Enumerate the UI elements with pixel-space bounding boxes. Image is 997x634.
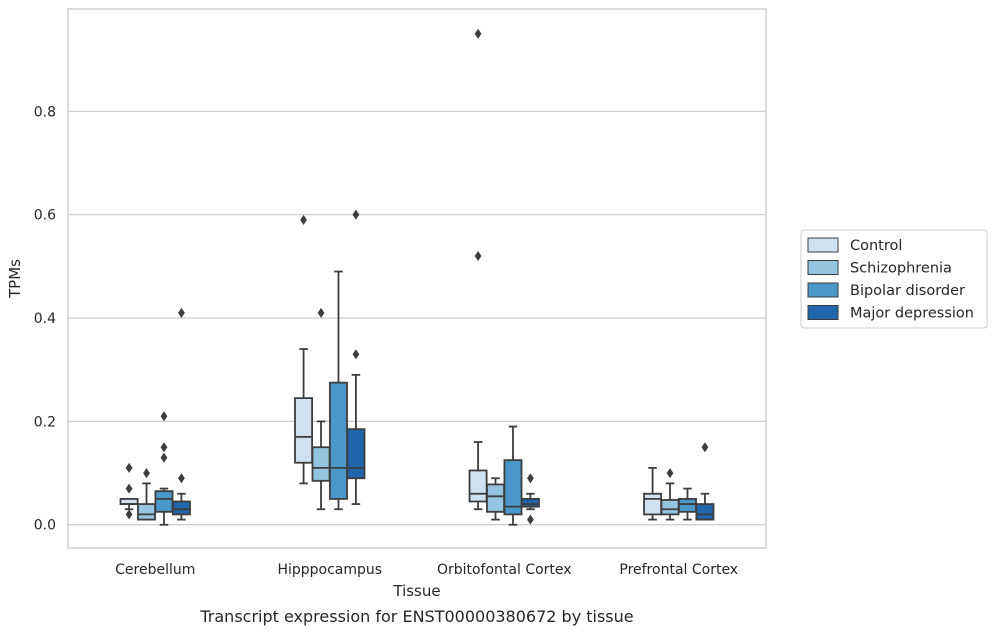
outlier-point [160, 442, 168, 453]
gridlines [68, 110, 766, 526]
legend-label: Control [850, 238, 902, 254]
box-major-depression [346, 209, 366, 505]
box-iqr [137, 503, 156, 521]
y-tick-label: 0.2 [34, 414, 56, 430]
box-iqr [503, 459, 523, 516]
legend: Control Schizophrenia Bipolar disorder Majo… [800, 229, 988, 329]
outlier-point [527, 514, 534, 525]
outlier-point [527, 473, 534, 484]
box-bipolar-disorder [503, 425, 523, 526]
x-tick-label: Hipppocampus [277, 562, 382, 578]
outlier-point [352, 209, 360, 220]
box-iqr [154, 490, 174, 513]
outlier-point [178, 473, 185, 484]
outlier-point [474, 28, 482, 39]
box-iqr [346, 428, 366, 480]
outlier-point [352, 349, 360, 360]
box-schizophrenia [311, 307, 331, 511]
y-tick-label: 0.0 [34, 518, 56, 534]
outlier-point [160, 452, 168, 463]
outlier-point [160, 411, 168, 422]
box-schizophrenia [486, 477, 505, 521]
outlier-point [666, 468, 674, 479]
box-iqr [695, 503, 715, 521]
box-control [119, 462, 139, 520]
box-control [468, 28, 488, 511]
outlier-point [125, 483, 133, 494]
legend-swatch [807, 237, 839, 253]
box-iqr [660, 499, 680, 516]
outlier-point [125, 462, 133, 473]
box-iqr [520, 498, 540, 508]
x-axis-ticks: Cerebellum Hipppocampus Orbitofontal Corte… [115, 562, 738, 578]
outlier-point [474, 251, 482, 262]
box-iqr [171, 500, 191, 516]
box-major-depression [520, 473, 540, 525]
outlier-point [143, 468, 150, 479]
x-tick-label: Cerebellum [115, 562, 195, 578]
legend-label: Major depression [850, 306, 974, 322]
y-tick-label: 0.4 [34, 311, 56, 327]
outlier-point [317, 307, 325, 318]
box-schizophrenia [660, 468, 680, 521]
box-major-depression [695, 442, 715, 521]
box-iqr [678, 498, 697, 513]
legend-label: Bipolar disorder [850, 283, 965, 299]
y-axis-ticks: 0.0 0.2 0.4 0.6 0.8 [34, 104, 56, 533]
box-schizophrenia [137, 468, 156, 521]
y-axis-label: TPMs [6, 259, 24, 299]
outlier-point [125, 509, 133, 520]
box-iqr [643, 492, 663, 516]
box-iqr [294, 397, 314, 464]
legend-frame [800, 229, 988, 329]
boxes [119, 28, 715, 526]
legend-swatch [807, 305, 839, 320]
legend-swatch [807, 260, 839, 275]
box-bipolar-disorder [329, 270, 348, 511]
outlier-point [300, 214, 307, 225]
box-iqr [468, 469, 488, 503]
x-tick-label: Prefrontal Cortex [619, 562, 738, 578]
plot-area-frame [67, 8, 767, 549]
outlier-point [701, 442, 709, 453]
legend-label: Schizophrenia [850, 261, 952, 277]
x-axis-label: Tissue [392, 582, 440, 600]
box-iqr [329, 381, 348, 500]
box-iqr [486, 483, 505, 513]
x-tick-label: Orbitofontal Cortex [437, 562, 572, 578]
outlier-point [178, 307, 185, 318]
box-major-depression [171, 307, 191, 521]
box-control [294, 214, 314, 485]
y-tick-label: 0.6 [34, 208, 56, 224]
box-iqr [311, 446, 331, 482]
y-tick-label: 0.8 [34, 104, 56, 120]
legend-swatch [807, 282, 839, 298]
figure-caption: Transcript expression for ENST0000038067… [199, 607, 633, 626]
